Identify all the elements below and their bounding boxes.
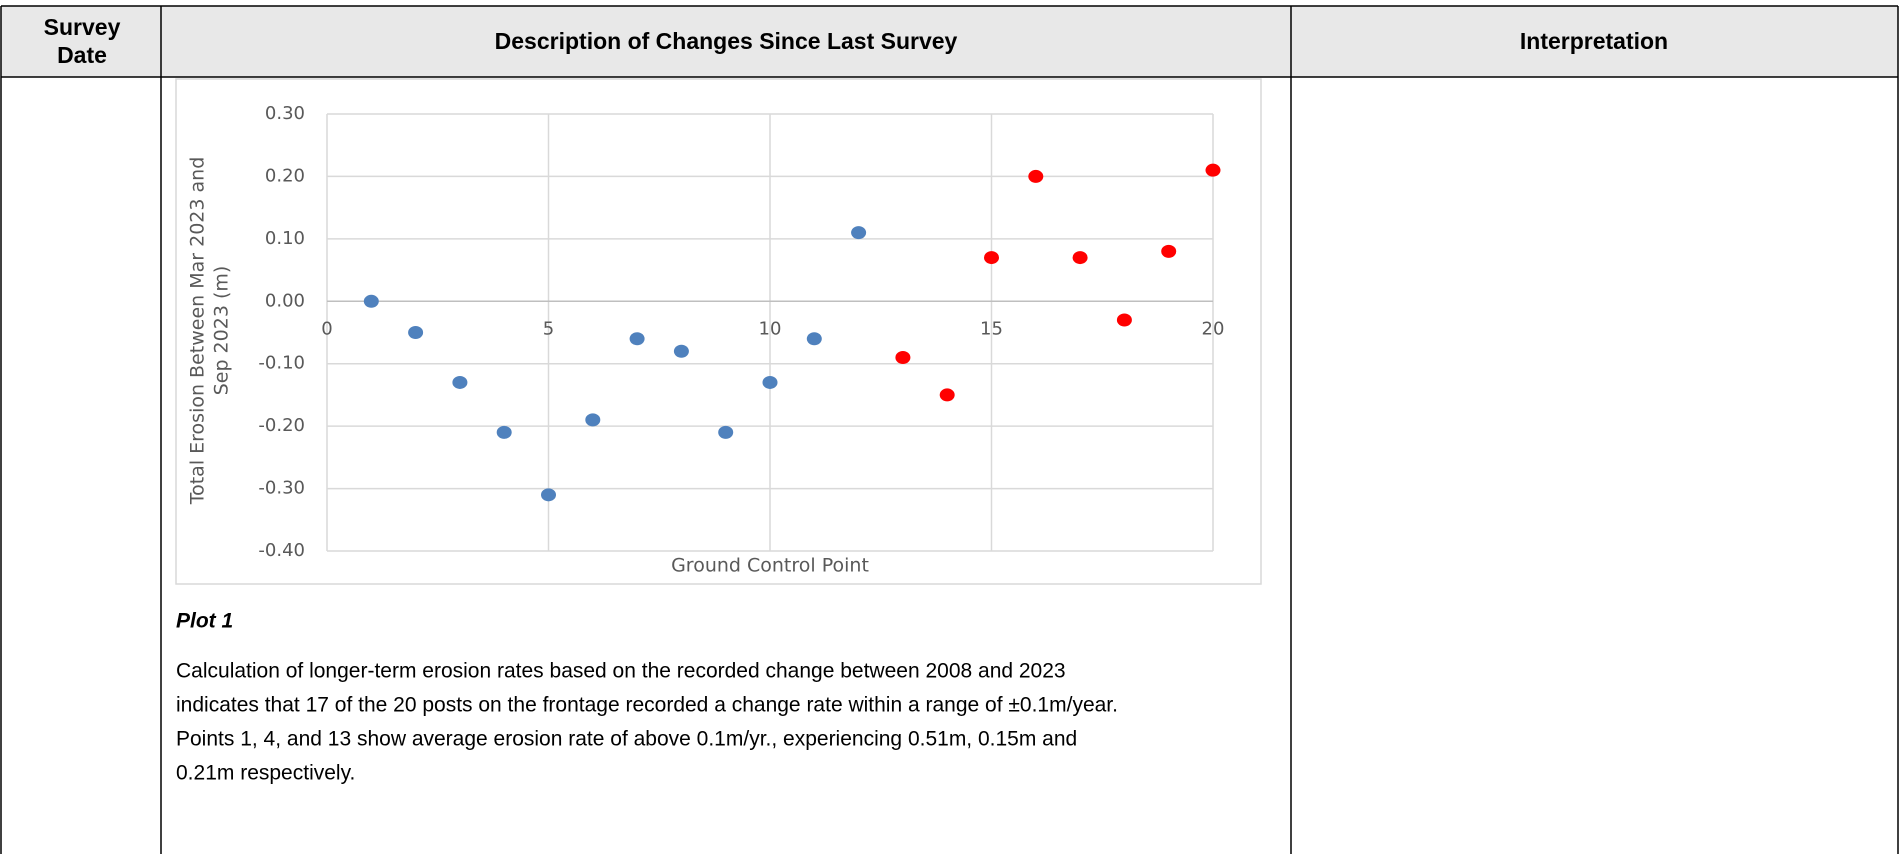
x-tick-label: 0: [321, 318, 332, 339]
header-cell: Survey: [44, 14, 121, 40]
y-tick-label: 0.10: [265, 228, 305, 249]
point: [629, 332, 645, 346]
paragraph-line: Calculation of longer-term erosion rates…: [176, 660, 1066, 683]
point: [1116, 313, 1132, 327]
point: [1028, 169, 1044, 183]
point: [452, 375, 468, 389]
point: [673, 344, 689, 358]
point: [762, 375, 778, 389]
header-bg: [1, 6, 1898, 77]
y-tick-label: 0.20: [265, 165, 305, 186]
point: [363, 294, 379, 308]
point: [541, 488, 556, 502]
header-cell: Date: [57, 42, 107, 68]
y-tick-label: -0.30: [258, 478, 305, 499]
chart-frame: [175, 78, 1262, 585]
point: [851, 226, 867, 240]
point: [1205, 163, 1221, 177]
y-tick-label: -0.20: [258, 415, 305, 436]
point: [895, 350, 911, 364]
point: [806, 332, 822, 346]
y-tick-label: -0.40: [258, 540, 305, 561]
paragraph-line: indicates that 17 of the 20 posts on the…: [176, 694, 1118, 717]
x-axis-title: Ground Control Point: [671, 555, 869, 577]
x-tick-label: 15: [980, 318, 1003, 339]
x-tick-label: 5: [543, 318, 554, 339]
y-tick-label: 0.00: [265, 290, 305, 311]
point: [984, 251, 999, 265]
x-tick-label: 10: [759, 318, 782, 339]
point: [496, 425, 512, 439]
point: [1072, 251, 1088, 265]
point: [585, 413, 601, 427]
y-axis-title: Sep 2023 (m): [211, 266, 233, 396]
point: [939, 388, 955, 402]
x-tick-label: 20: [1202, 318, 1225, 339]
y-tick-label: -0.10: [258, 353, 305, 374]
paragraph-line: 0.21m respectively.: [176, 762, 355, 785]
header-cell: Interpretation: [1520, 28, 1668, 54]
caption: Plot 1: [176, 610, 233, 633]
paragraph-line: Points 1, 4, and 13 show average erosion…: [176, 728, 1077, 751]
point: [1161, 244, 1177, 258]
y-axis-title: Total Erosion Between Mar 2023 and: [187, 157, 209, 506]
header-cell: Description of Changes Since Last Survey: [495, 28, 958, 54]
point: [408, 326, 424, 339]
point: [718, 425, 734, 439]
y-tick-label: 0.30: [265, 103, 305, 124]
